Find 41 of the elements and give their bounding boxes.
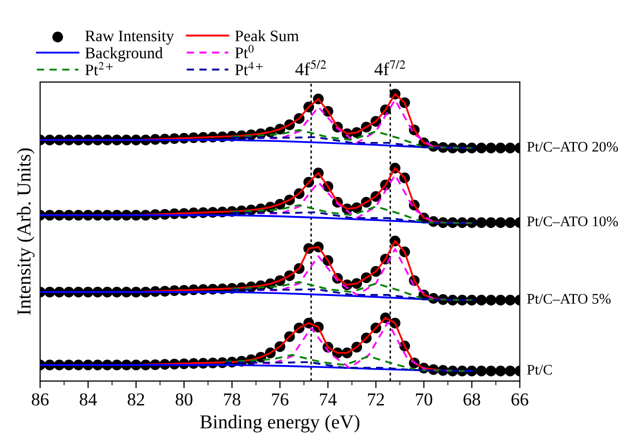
point bbox=[495, 366, 506, 376]
point bbox=[495, 142, 506, 154]
point bbox=[495, 294, 506, 306]
x-tick-label: 72 bbox=[368, 393, 384, 406]
legend-label: Raw Intensity bbox=[85, 30, 174, 45]
x-tick-label: 66 bbox=[512, 393, 528, 406]
y-axis-title: Intensity (Arb. Units) bbox=[16, 148, 35, 315]
x-tick-label: 76 bbox=[272, 393, 288, 406]
legend-label: Pt$^{4+}$ bbox=[235, 62, 263, 76]
point bbox=[476, 366, 487, 376]
x-tick-label: 86 bbox=[32, 393, 49, 406]
point bbox=[504, 142, 516, 154]
text: Pt/C–ATO 5% bbox=[527, 294, 611, 304]
x-tick-label: 68 bbox=[464, 393, 480, 406]
text: Pt/C bbox=[527, 364, 552, 375]
ref-line-label: 4f$^{5/2}$ bbox=[295, 60, 326, 76]
point bbox=[476, 217, 487, 228]
legend-label: Pt$^{0}$ bbox=[235, 44, 254, 58]
x-tick-label: 80 bbox=[176, 393, 192, 406]
legend-label: Pt$^{2+}$ bbox=[85, 62, 113, 76]
point bbox=[504, 366, 516, 376]
x-tick-label: 78 bbox=[224, 393, 240, 406]
x-tick-label: 74 bbox=[320, 393, 337, 406]
ref-line-label: 4f$^{7/2}$ bbox=[374, 60, 406, 76]
x-tick-label: 82 bbox=[128, 393, 144, 406]
x-axis-title: Binding energy (eV) bbox=[200, 414, 360, 432]
point bbox=[476, 142, 487, 154]
point bbox=[495, 217, 506, 228]
point bbox=[486, 142, 496, 154]
point bbox=[486, 366, 496, 376]
legend-label: Peak Sum bbox=[235, 30, 299, 42]
point bbox=[486, 217, 496, 228]
legend-label: Background bbox=[85, 47, 163, 62]
text: Pt/C–ATO 10% bbox=[527, 216, 618, 226]
x-tick-label: 84 bbox=[80, 393, 97, 406]
point bbox=[476, 294, 487, 306]
point bbox=[504, 294, 516, 306]
point bbox=[504, 217, 516, 228]
text: Pt/C–ATO 20% bbox=[527, 142, 618, 152]
x-tick-label: 70 bbox=[416, 393, 432, 406]
point bbox=[486, 294, 496, 306]
